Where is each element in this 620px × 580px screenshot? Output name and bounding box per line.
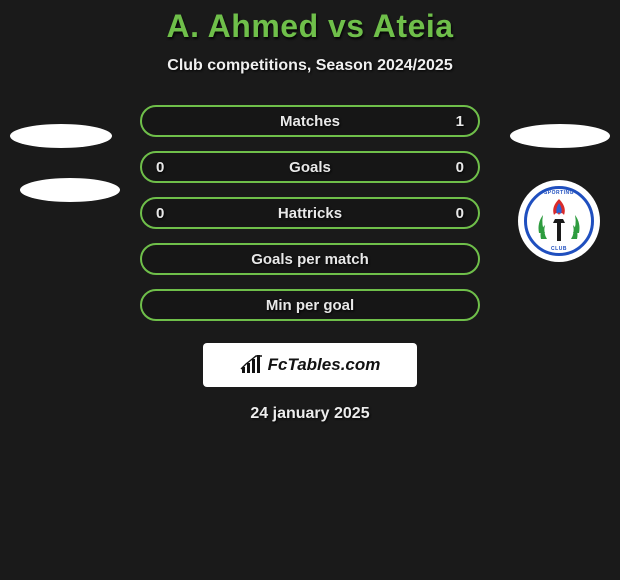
brand-logo: FcTables.com xyxy=(203,343,417,387)
player-left-shape-1 xyxy=(10,124,112,148)
club-badge-top-text: SPORTING xyxy=(544,190,574,196)
stat-row-min-per-goal: Min per goal xyxy=(140,289,480,321)
stat-label: Matches xyxy=(280,113,340,130)
stat-row-hattricks: 0 Hattricks 0 xyxy=(140,197,480,229)
player-right-shape xyxy=(510,124,610,148)
club-badge-bottom-text: CLUB xyxy=(551,246,567,252)
chart-icon xyxy=(240,355,264,375)
stat-row-goals: 0 Goals 0 xyxy=(140,151,480,183)
stat-right-value: 0 xyxy=(456,159,464,176)
page-title: A. Ahmed vs Ateia xyxy=(166,8,453,45)
club-badge-inner: SPORTING CLUB xyxy=(524,186,594,256)
subtitle: Club competitions, Season 2024/2025 xyxy=(167,57,452,75)
stat-right-value: 0 xyxy=(456,205,464,222)
stat-right-value: 1 xyxy=(456,113,464,130)
torch-icon xyxy=(527,189,591,253)
stat-label: Hattricks xyxy=(278,205,342,222)
stat-row-goals-per-match: Goals per match xyxy=(140,243,480,275)
stat-left-value: 0 xyxy=(156,205,164,222)
date-text: 24 january 2025 xyxy=(250,405,369,423)
stat-left-value: 0 xyxy=(156,159,164,176)
player-left-shape-2 xyxy=(20,178,120,202)
stat-row-matches: Matches 1 xyxy=(140,105,480,137)
brand-text: FcTables.com xyxy=(268,355,381,375)
stat-label: Goals xyxy=(289,159,331,176)
stat-label: Goals per match xyxy=(251,251,369,268)
stat-label: Min per goal xyxy=(266,297,354,314)
club-badge: SPORTING CLUB xyxy=(518,180,600,262)
